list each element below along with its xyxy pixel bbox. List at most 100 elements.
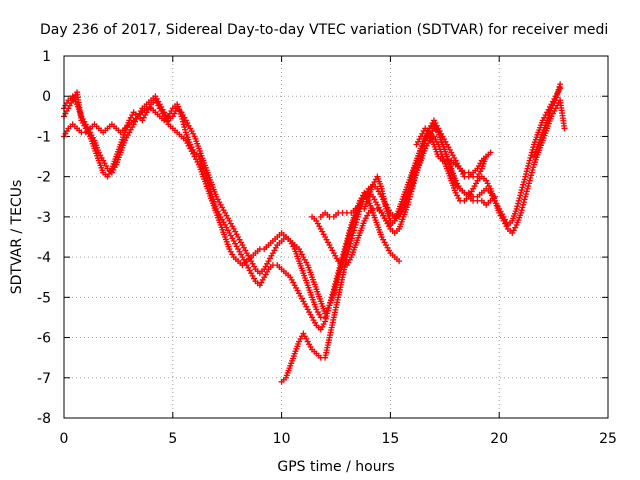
data-point: [325, 307, 332, 314]
data-point: [206, 183, 213, 190]
data-point: [522, 173, 529, 180]
data-point: [518, 207, 525, 214]
y-tick-label: 0: [42, 89, 51, 105]
data-point: [333, 275, 340, 282]
data-point: [325, 305, 332, 312]
data-point: [491, 193, 498, 200]
y-axis-label: SDTVAR / TECUs: [9, 180, 25, 295]
data-point: [354, 216, 361, 223]
data-point: [410, 168, 417, 175]
data-point: [525, 180, 532, 187]
data-points: [61, 81, 568, 385]
chart-title: Day 236 of 2017, Sidereal Day-to-day VTE…: [40, 22, 608, 38]
data-point: [335, 270, 342, 277]
data-point: [517, 189, 524, 196]
data-point: [528, 149, 535, 156]
x-tick-label: 0: [60, 431, 69, 447]
data-point: [523, 170, 530, 177]
data-point: [347, 240, 354, 247]
data-point: [348, 235, 355, 242]
data-point: [412, 160, 419, 167]
data-point: [179, 118, 186, 125]
data-point: [519, 184, 526, 191]
data-point: [406, 184, 413, 191]
data-point: [330, 288, 337, 295]
data-point: [346, 246, 353, 253]
data-point: [349, 232, 356, 239]
data-point: [519, 204, 526, 211]
data-point: [412, 162, 419, 169]
data-point: [406, 181, 413, 188]
data-point: [523, 191, 530, 198]
data-point: [526, 177, 533, 184]
data-point: [324, 310, 331, 317]
data-point: [408, 188, 415, 195]
data-point: [206, 185, 213, 192]
data-point: [552, 97, 559, 104]
data-point: [331, 283, 338, 290]
data-point: [523, 168, 530, 175]
data-point: [180, 121, 187, 128]
data-point: [406, 193, 413, 200]
data-point: [410, 180, 417, 187]
data-point: [407, 179, 414, 186]
data-point: [333, 278, 339, 285]
data-point: [555, 86, 562, 93]
data-point: [528, 172, 535, 179]
data-point: [332, 280, 339, 287]
data-point: [528, 152, 535, 159]
data-point: [525, 162, 532, 169]
data-point: [522, 193, 529, 200]
data-point: [353, 219, 360, 226]
data-point: [409, 183, 416, 190]
data-point: [517, 192, 524, 199]
data-point: [182, 126, 189, 133]
data-point: [351, 224, 358, 231]
x-axis-label: GPS time / hours: [277, 459, 394, 475]
data-point: [444, 156, 451, 163]
data-point: [411, 177, 418, 184]
data-point: [529, 166, 536, 173]
data-point: [409, 170, 416, 177]
x-tick-label: 10: [273, 431, 291, 447]
data-point: [527, 175, 534, 182]
data-point: [554, 89, 561, 96]
data-point: [354, 213, 361, 220]
data-point: [515, 200, 522, 207]
data-point: [355, 211, 362, 218]
data-point: [411, 165, 418, 172]
data-point: [526, 157, 533, 164]
data-point: [557, 81, 564, 88]
y-tick-label: -4: [37, 250, 51, 266]
data-point: [515, 197, 522, 204]
y-tick-label: -3: [37, 210, 51, 226]
data-point: [330, 286, 337, 293]
data-point: [523, 188, 530, 195]
data-point: [351, 227, 358, 234]
y-tick-label: -7: [37, 371, 51, 387]
data-point: [346, 243, 353, 250]
data-point: [412, 172, 419, 179]
data-point: [348, 238, 355, 245]
x-tick-label: 20: [490, 431, 508, 447]
data-point: [446, 161, 453, 168]
data-point: [516, 195, 523, 202]
data-point: [329, 291, 336, 298]
y-tick-label: -8: [37, 411, 51, 427]
data-point: [514, 203, 521, 210]
data-point: [408, 176, 415, 183]
data-point: [409, 173, 416, 180]
data-point: [528, 169, 535, 176]
data-point: [524, 165, 531, 172]
data-point: [405, 187, 412, 194]
data-point: [413, 169, 420, 176]
data-point: [556, 83, 563, 90]
data-point: [415, 161, 422, 168]
y-tick-labels: 1 0 -1 -2 -3 -4 -5 -6 -7 -8: [37, 49, 51, 427]
data-point: [520, 179, 527, 186]
y-tick-label: -6: [37, 331, 51, 347]
x-tick-label: 15: [381, 431, 399, 447]
data-point: [350, 229, 357, 236]
data-point: [553, 94, 560, 101]
